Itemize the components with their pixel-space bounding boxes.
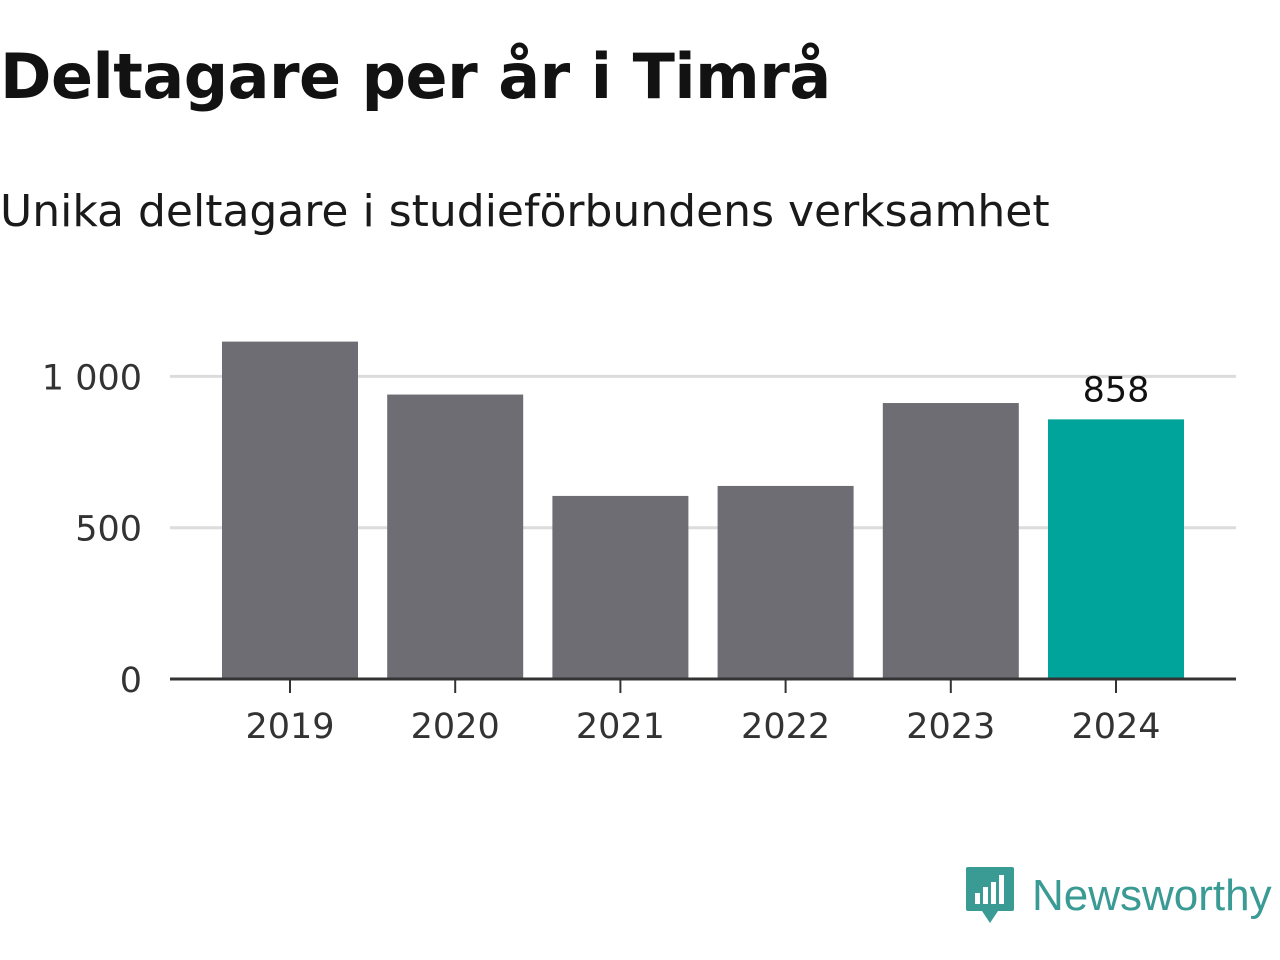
brand-logo: Newsworthy (964, 864, 1272, 928)
labels: 0 500 1 000 2019 2020 2021 2022 2023 2024 858 (42, 358, 1161, 747)
bars (222, 341, 1184, 679)
bar-2023 (882, 403, 1019, 679)
x-tick-label: 2024 (1071, 707, 1160, 747)
x-tick-label: 2019 (245, 707, 334, 747)
x-tick-label: 2022 (741, 707, 830, 747)
data-label-2024: 858 (1083, 370, 1150, 410)
bar-2021 (552, 495, 689, 679)
x-tick-label: 2021 (576, 707, 665, 747)
x-tick-label: 2020 (411, 707, 500, 747)
bar-2020 (387, 394, 524, 679)
bar-2024 (1048, 419, 1184, 679)
bar-chart-speech-bubble-icon (966, 867, 1014, 923)
x-tick-label: 2023 (906, 707, 995, 747)
chart-title: Deltagare per år i Timrå (0, 40, 831, 113)
bar-2022 (717, 485, 854, 679)
chart-subtitle: Unika deltagare i studieförbundens verks… (0, 186, 1050, 237)
axes (170, 677, 1236, 693)
y-tick-label: 500 (75, 510, 142, 550)
y-tick-label: 1 000 (42, 358, 142, 398)
brand-name: Newsworthy (1032, 871, 1272, 920)
bar-2019 (222, 341, 358, 679)
y-tick-label: 0 (120, 661, 142, 701)
